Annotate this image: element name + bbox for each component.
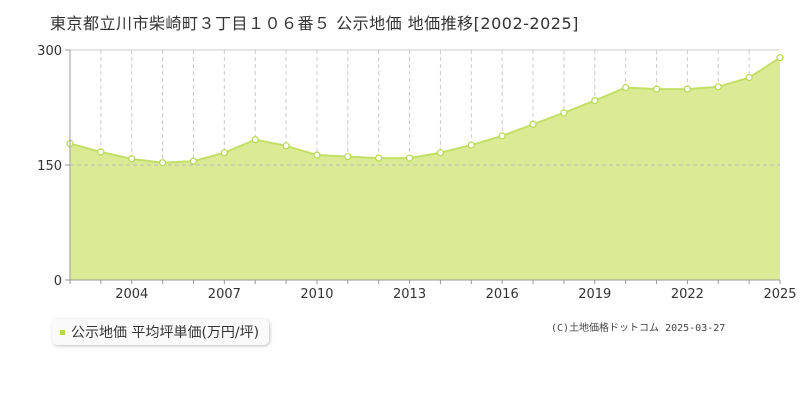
data-point [776, 54, 784, 62]
data-point [467, 141, 475, 149]
x-tick-label: 2022 [671, 287, 704, 302]
data-point [405, 154, 414, 162]
copyright-text: (C)土地価格ドットコム 2025-03-27 [551, 323, 726, 334]
chart-title: 東京都立川市柴崎町３丁目１０６番５ 公示地価 地価推移[2002-2025] [50, 14, 579, 33]
data-point [313, 151, 321, 159]
data-point [189, 157, 198, 165]
series-line [69, 56, 781, 164]
data-point [560, 109, 568, 117]
x-tick-label: 2004 [115, 287, 148, 302]
data-point [97, 148, 105, 156]
data-point [282, 142, 290, 150]
data-point [344, 152, 352, 161]
x-tick-label: 2013 [393, 287, 426, 302]
legend-swatch [60, 329, 65, 335]
data-point [683, 85, 691, 93]
data-point [128, 155, 136, 163]
legend[interactable]: 公示地価 平均坪単価(万円/坪) [52, 319, 270, 345]
data-point [220, 149, 228, 157]
data-point [159, 159, 167, 167]
data-point [436, 149, 445, 157]
y-tick-label: 150 [37, 159, 62, 174]
series-area [70, 57, 780, 280]
data-point [591, 96, 599, 105]
data-point [652, 85, 661, 93]
data-point [714, 83, 722, 91]
y-tick-label: 300 [37, 44, 62, 59]
data-point [251, 136, 259, 144]
data-point [622, 83, 630, 92]
x-tick-label: 2010 [300, 287, 333, 302]
legend-label: 公示地価 平均坪単価(万円/坪) [71, 325, 260, 341]
x-tick-label: 2016 [486, 287, 519, 302]
x-tick-label: 2019 [578, 287, 611, 302]
x-tick-label: 2007 [208, 287, 241, 302]
data-point [498, 132, 506, 140]
data-point [529, 120, 537, 128]
data-point [745, 73, 753, 82]
y-tick-label: 0 [54, 274, 62, 289]
data-point [375, 154, 383, 162]
x-tick-label: 2025 [763, 287, 796, 302]
